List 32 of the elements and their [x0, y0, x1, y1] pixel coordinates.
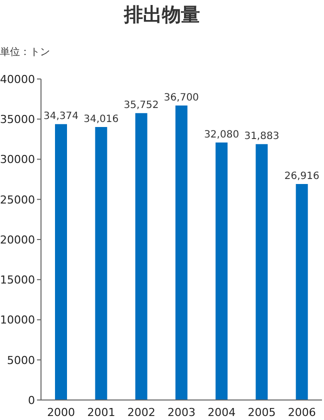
x-tick-label: 2001: [87, 406, 116, 419]
bar: [175, 105, 188, 400]
y-tick-label: 15000: [0, 274, 35, 287]
y-tick-label: 35000: [0, 113, 35, 126]
x-tick-label: 2000: [47, 406, 76, 419]
y-tick-label: 0: [28, 394, 35, 407]
y-tick-label: 40000: [0, 72, 35, 86]
bar: [95, 127, 108, 400]
y-tick-label: 20000: [0, 233, 35, 246]
y-axis-title: 単位：トン: [0, 46, 50, 59]
x-tick-label: 2004: [208, 406, 236, 419]
y-tick-label: 5000: [7, 354, 35, 367]
x-tick-label: 2005: [248, 406, 276, 419]
chart-title: 排出物量: [122, 3, 201, 28]
y-tick-label: 30000: [0, 153, 35, 166]
bar: [135, 113, 148, 400]
data-label: 31,883: [244, 131, 280, 142]
y-tick-label: 10000: [0, 314, 35, 327]
data-label: 34,016: [84, 114, 119, 126]
x-tick-label: 2002: [127, 406, 156, 419]
x-tick-label: 2006: [288, 406, 316, 419]
bar: [216, 142, 228, 400]
x-tick-label: 2003: [168, 406, 196, 419]
bar: [256, 144, 268, 400]
data-label: 26,916: [284, 171, 320, 182]
data-label: 35,752: [124, 100, 159, 112]
data-label: 34,374: [44, 111, 78, 122]
bar: [55, 124, 67, 400]
bar: [296, 184, 308, 400]
data-label: 36,700: [164, 92, 199, 104]
y-tick-label: 25000: [0, 193, 35, 206]
data-label: 32,080: [204, 130, 240, 141]
